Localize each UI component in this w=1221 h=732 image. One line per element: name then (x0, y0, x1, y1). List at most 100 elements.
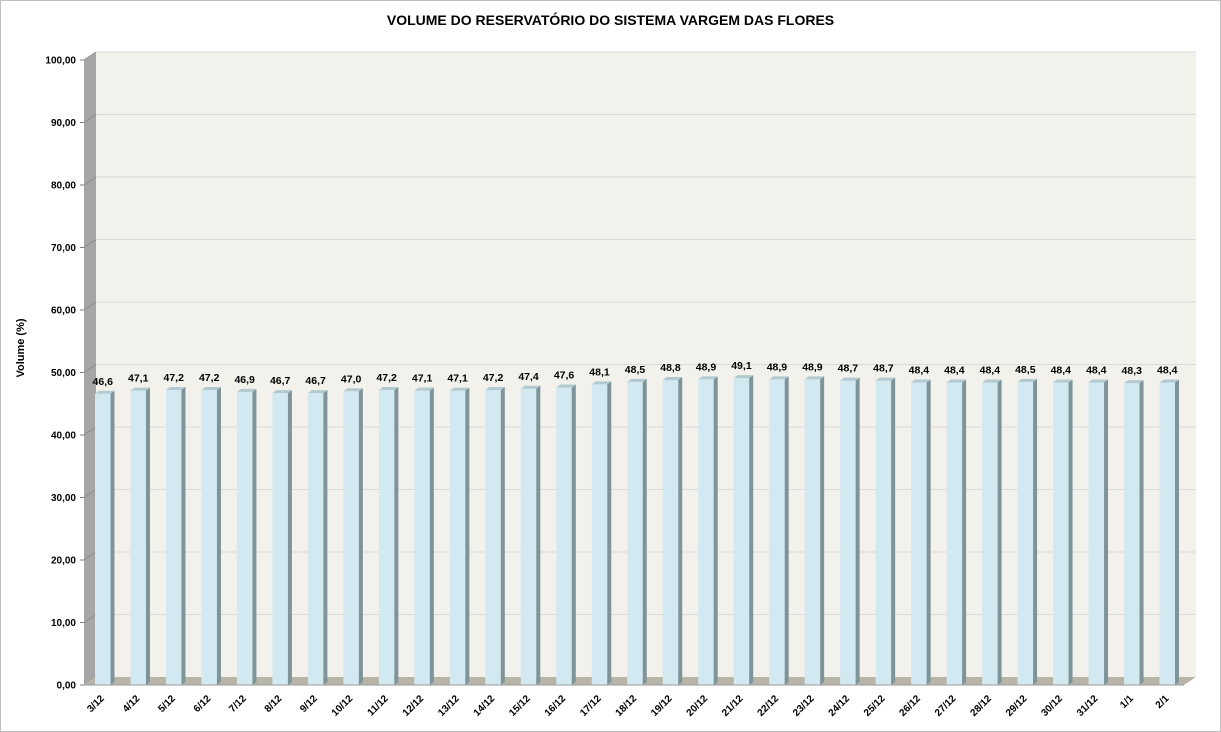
x-tick-label: 18/12 (614, 693, 640, 719)
bar-side (429, 387, 434, 685)
x-tick-label: 26/12 (898, 693, 924, 719)
data-label: 46,9 (234, 374, 255, 386)
data-label: 48,4 (944, 365, 965, 377)
bar-side (713, 376, 718, 685)
x-tick-label: 1/1 (1118, 693, 1136, 711)
data-label: 48,5 (625, 364, 646, 376)
bar-side (571, 384, 576, 685)
bar-top (1159, 379, 1180, 383)
data-label: 48,1 (589, 366, 610, 378)
gridline-side (83, 614, 97, 623)
data-label: 48,7 (873, 363, 894, 375)
x-tick-label: 10/12 (330, 693, 356, 719)
data-label: 47,2 (376, 372, 397, 384)
y-tick-label: 60,00 (51, 306, 76, 317)
x-tick-label: 24/12 (827, 693, 853, 719)
x-tick-label: 20/12 (685, 693, 711, 719)
data-label: 48,8 (660, 362, 681, 374)
bar-top (733, 375, 754, 379)
bar (591, 384, 608, 685)
bar-side (216, 387, 221, 685)
bar-side (749, 375, 754, 685)
bar-top (94, 390, 115, 394)
bar (307, 393, 324, 685)
bar-top (946, 379, 967, 383)
bar-side (181, 387, 186, 685)
data-label: 47,0 (341, 373, 362, 385)
data-label: 47,1 (412, 373, 433, 385)
bar (485, 390, 501, 685)
data-label: 48,4 (1157, 365, 1178, 377)
bar (698, 379, 714, 685)
bar (875, 380, 892, 685)
bar-top (627, 378, 647, 382)
bar-top (485, 387, 505, 390)
bar-top (1124, 380, 1144, 384)
x-tick-label: 4/12 (121, 693, 143, 715)
y-tick-label: 70,00 (51, 243, 76, 254)
data-label: 48,9 (696, 361, 717, 373)
bar-side (287, 390, 292, 685)
bar-side (997, 379, 1002, 685)
bar-top (911, 379, 931, 383)
bar (911, 382, 927, 685)
bar-top (982, 379, 1002, 383)
bar-top (875, 377, 896, 381)
data-label: 48,7 (838, 363, 859, 375)
x-tick-label: 30/12 (1039, 693, 1065, 719)
x-tick-label: 2/1 (1154, 693, 1172, 711)
bar-top (378, 387, 399, 390)
bar-side (891, 377, 896, 685)
gridline-side (83, 551, 97, 561)
bar-side (962, 379, 967, 685)
bar-top (201, 387, 221, 390)
bar-side (1175, 379, 1180, 685)
bar (769, 379, 785, 685)
bar (130, 390, 146, 685)
x-tick-label: 19/12 (649, 693, 675, 719)
bar-side (252, 388, 257, 685)
bar (201, 390, 217, 685)
data-label: 46,7 (270, 375, 291, 387)
bar-top (307, 390, 328, 394)
bar-side (110, 390, 115, 685)
x-tick-label: 13/12 (436, 693, 462, 719)
bar-top (520, 385, 541, 389)
x-tick-label: 16/12 (543, 693, 569, 719)
bar-top (556, 384, 576, 388)
bar-side (926, 379, 931, 685)
bar-top (698, 376, 718, 380)
bar (414, 390, 430, 685)
bar-side (784, 376, 789, 685)
bar (520, 388, 537, 685)
data-label: 47,4 (518, 371, 539, 383)
chart-title: VOLUME DO RESERVATÓRIO DO SISTEMA VARGEM… (386, 12, 835, 28)
data-label: 47,6 (554, 370, 575, 382)
x-tick-label: 21/12 (720, 693, 746, 719)
data-label: 47,2 (483, 372, 504, 384)
data-label: 48,4 (980, 365, 1001, 377)
bar (946, 382, 963, 685)
y-tick-label: 20,00 (51, 556, 76, 567)
data-label: 46,7 (305, 375, 326, 387)
bar-top (769, 376, 789, 380)
y-tick-label: 10,00 (51, 618, 76, 629)
bar-side (678, 377, 683, 685)
x-tick-label: 7/12 (227, 693, 249, 715)
data-label: 48,3 (1122, 365, 1143, 377)
data-label: 48,9 (767, 361, 788, 373)
x-tick-label: 25/12 (862, 693, 888, 719)
data-label: 48,4 (909, 365, 930, 377)
gridline-side (83, 51, 97, 61)
gridline-side (83, 239, 97, 248)
bar-top (804, 376, 825, 380)
bar-top (165, 387, 186, 390)
x-tick-label: 9/12 (298, 693, 320, 715)
x-tick-label: 23/12 (791, 693, 817, 719)
bar-side (500, 387, 505, 685)
bar-top (1088, 379, 1109, 383)
x-tick-label: 28/12 (968, 693, 994, 719)
bar-side (394, 387, 399, 685)
bar-side (323, 390, 328, 685)
bar (982, 382, 998, 685)
